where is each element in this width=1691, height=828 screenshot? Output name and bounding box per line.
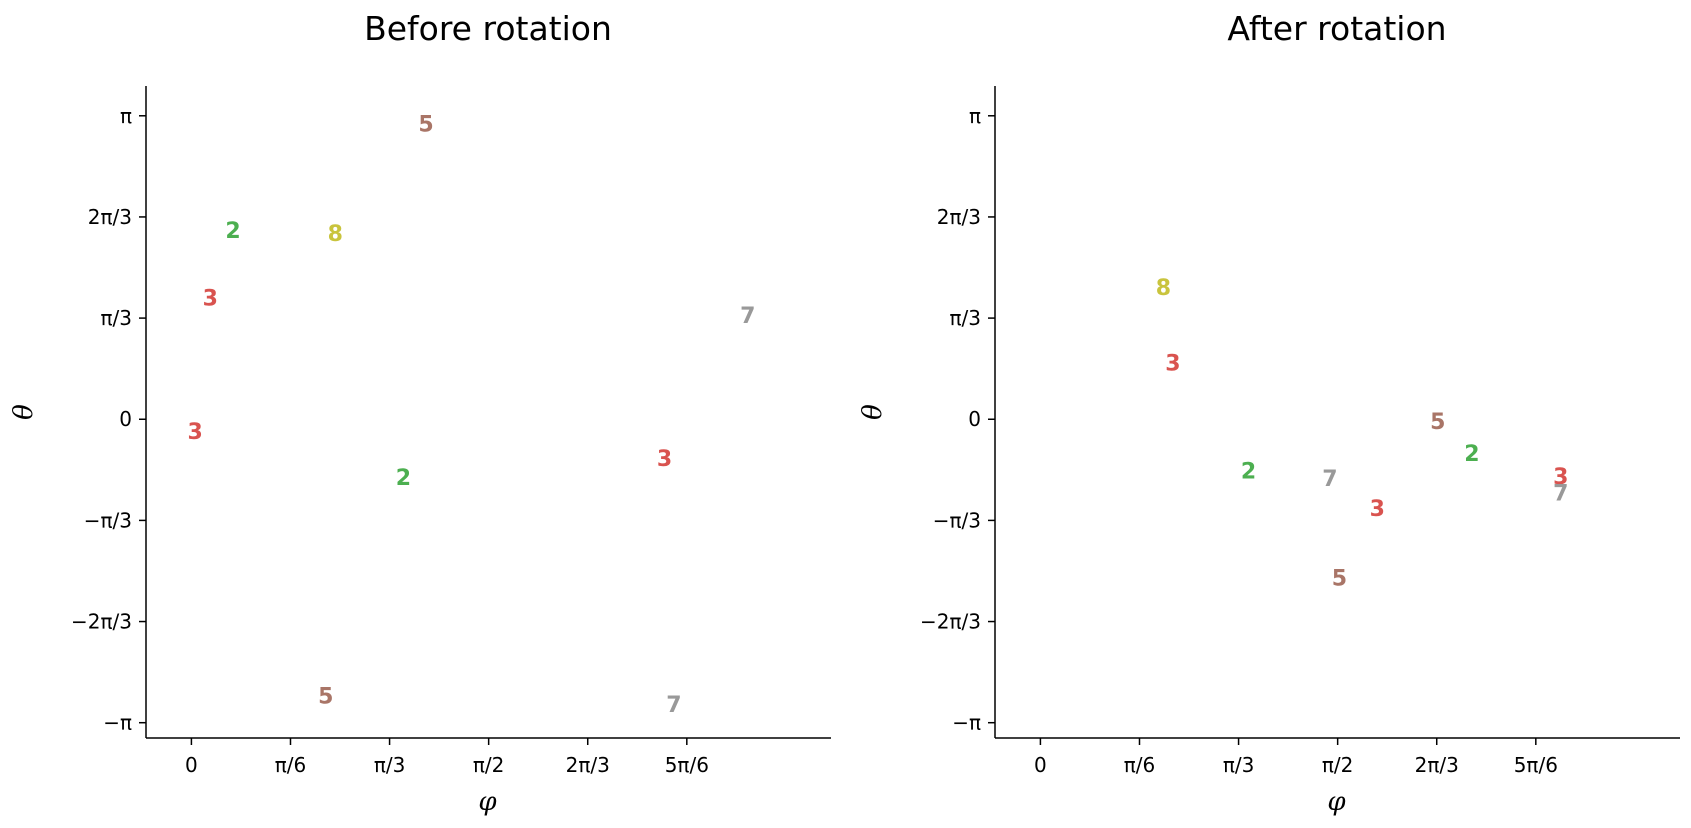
data-point-3: 3: [1165, 351, 1180, 376]
x-axis-label: φ: [1327, 787, 1346, 817]
y-tick-label: 2π/3: [937, 205, 981, 229]
y-tick-label: −π/3: [84, 508, 132, 532]
data-point-2: 2: [1464, 442, 1479, 467]
x-tick-label: 2π/3: [1415, 753, 1459, 777]
data-point-3: 3: [1370, 497, 1385, 522]
chart-title: After rotation: [1227, 9, 1446, 48]
y-tick-label: π: [120, 104, 132, 128]
x-tick-label: 5π/6: [1514, 753, 1558, 777]
x-tick-label: 0: [1034, 753, 1047, 777]
data-point-8: 8: [1156, 276, 1171, 301]
data-point-7: 7: [1322, 467, 1337, 492]
x-axis-label: φ: [478, 787, 497, 817]
data-point-5: 5: [418, 113, 433, 138]
y-tick-label: −2π/3: [920, 610, 981, 634]
y-tick-label: −π: [952, 711, 981, 735]
data-point-3: 3: [188, 420, 203, 445]
data-point-3: 3: [203, 287, 218, 312]
y-axis-label: θ: [9, 404, 39, 420]
y-tick-label: 0: [119, 407, 132, 431]
x-tick-label: 5π/6: [665, 753, 709, 777]
y-tick-label: π: [969, 104, 981, 128]
y-tick-label: −π: [103, 711, 132, 735]
x-tick-label: π/6: [275, 753, 307, 777]
chart-title: Before rotation: [364, 9, 612, 48]
data-point-3: 3: [1553, 465, 1568, 490]
data-point-2: 2: [225, 219, 240, 244]
y-tick-label: −π/3: [933, 508, 981, 532]
data-point-8: 8: [328, 222, 343, 247]
y-tick-label: 0: [968, 407, 981, 431]
x-tick-label: π/3: [1223, 753, 1255, 777]
data-point-5: 5: [1332, 567, 1347, 592]
data-point-2: 2: [396, 466, 411, 491]
data-point-5: 5: [1430, 410, 1445, 435]
data-point-7: 7: [666, 693, 681, 718]
x-tick-label: π/3: [374, 753, 406, 777]
x-tick-label: 2π/3: [566, 753, 610, 777]
x-tick-label: 0: [185, 753, 198, 777]
data-point-7: 7: [1553, 482, 1568, 507]
data-point-2: 2: [1241, 459, 1256, 484]
data-point-7: 7: [740, 304, 755, 329]
y-tick-label: π/3: [100, 306, 132, 330]
data-point-5: 5: [318, 684, 333, 709]
y-tick-label: −2π/3: [71, 610, 132, 634]
y-axis-label: θ: [858, 404, 888, 420]
data-point-3: 3: [657, 447, 672, 472]
x-tick-label: π/2: [473, 753, 505, 777]
x-tick-label: π/6: [1124, 753, 1156, 777]
y-tick-label: π/3: [949, 306, 981, 330]
x-tick-label: π/2: [1322, 753, 1354, 777]
y-tick-label: 2π/3: [88, 205, 132, 229]
